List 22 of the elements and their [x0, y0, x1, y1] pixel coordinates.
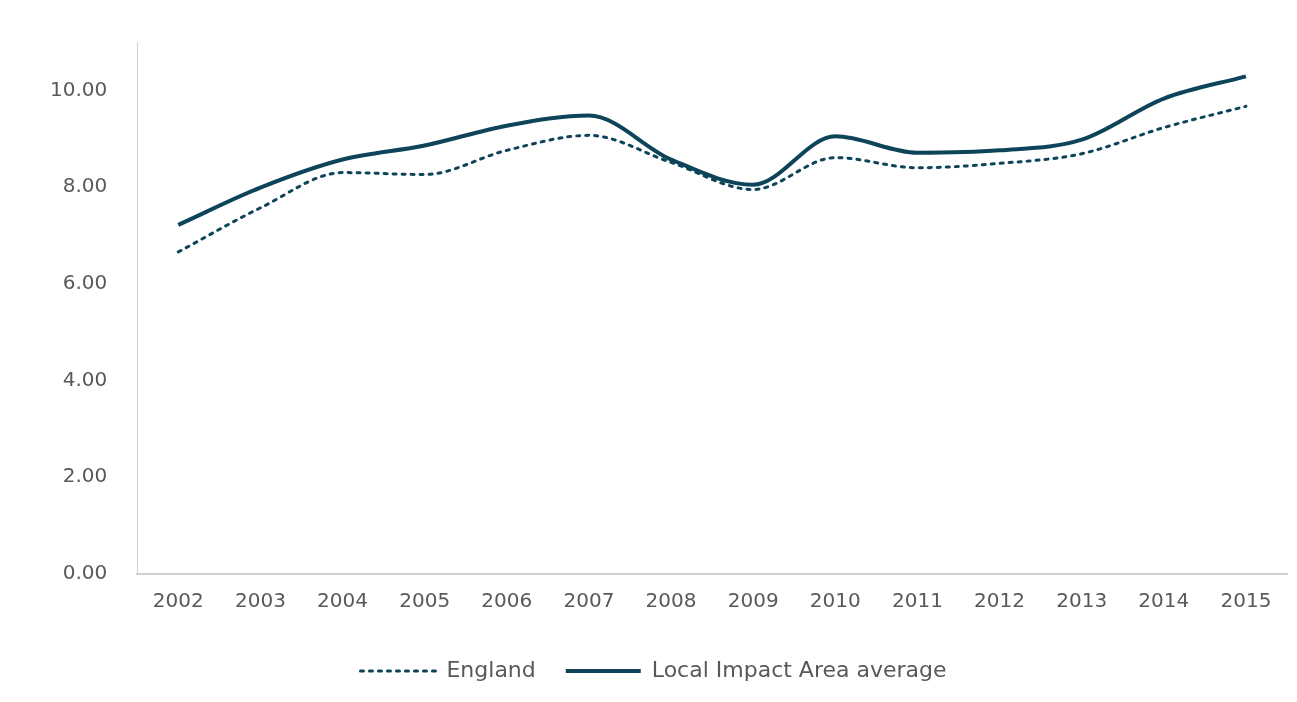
- x-tick-label: 2002: [152, 588, 204, 613]
- y-tick-label: 8.00: [62, 173, 108, 198]
- x-tick-label: 2011: [891, 588, 943, 613]
- y-tick-label: 4.00: [62, 366, 108, 391]
- y-tick-label: 6.00: [62, 270, 108, 295]
- x-tick-label: 2005: [399, 588, 451, 613]
- x-tick-label: 2010: [809, 588, 861, 613]
- legend-label: England: [446, 656, 536, 682]
- x-tick-label: 2012: [974, 588, 1026, 613]
- x-tick-label: 2009: [727, 588, 779, 613]
- x-tick-label: 2013: [1056, 588, 1108, 613]
- legend-label: Local Impact Area average: [651, 656, 947, 682]
- y-tick-label: 0.00: [62, 560, 108, 585]
- x-tick-label: 2004: [317, 588, 369, 613]
- x-tick-label: 2003: [234, 588, 286, 613]
- y-tick-label: 2.00: [62, 463, 108, 488]
- x-tick-label: 2007: [563, 588, 615, 613]
- x-tick-label: 2006: [481, 588, 533, 613]
- x-tick-label: 2014: [1138, 588, 1190, 613]
- x-tick-label: 2008: [645, 588, 697, 613]
- y-tick-label: 10.00: [49, 76, 108, 101]
- x-tick-label: 2015: [1220, 588, 1272, 613]
